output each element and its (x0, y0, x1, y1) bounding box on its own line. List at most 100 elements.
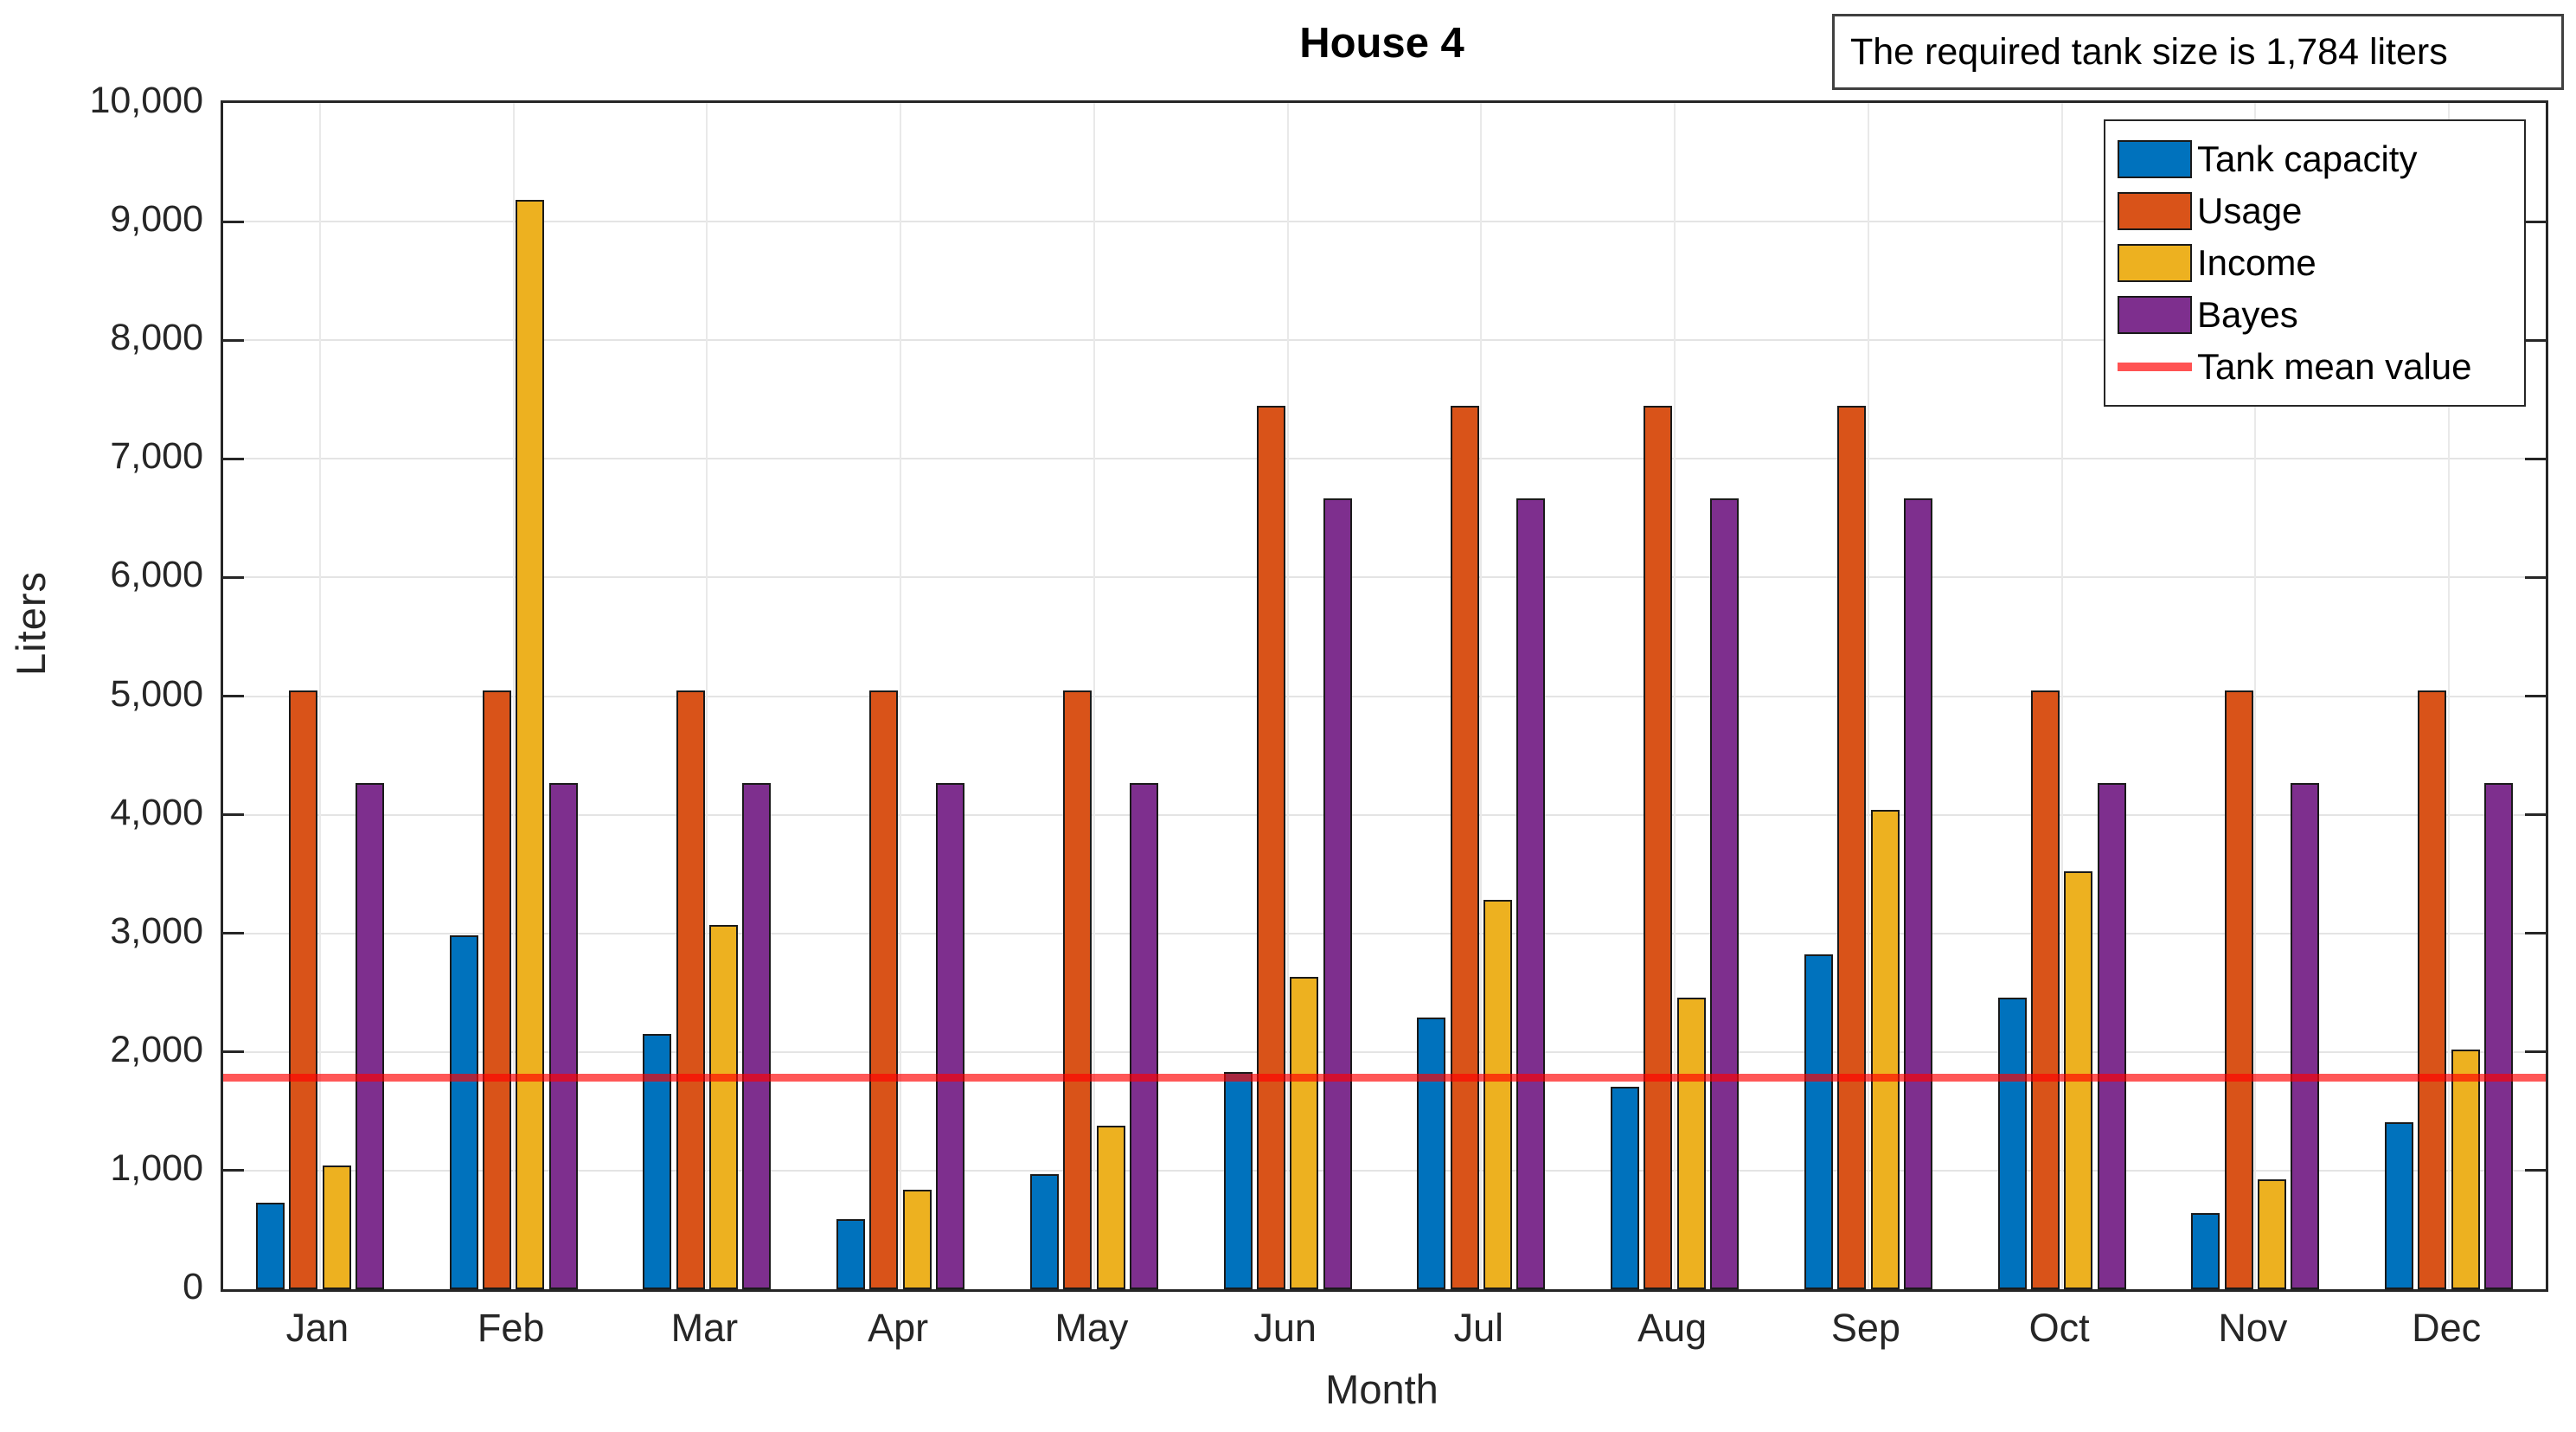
y-tick-label: 2,000 (110, 1028, 203, 1070)
bar-bayes (1516, 498, 1546, 1289)
vertical-gridline (318, 103, 321, 1289)
bar-bayes (2484, 782, 2514, 1289)
legend-item: Income (2118, 237, 2524, 289)
y-tick-mark-right (2525, 220, 2546, 223)
bar-tank-capacity (1029, 1174, 1059, 1289)
bar-income (2451, 1050, 2480, 1289)
bar-tank-capacity (1997, 997, 2027, 1289)
horizontal-gridline (223, 1169, 2546, 1172)
bar-income (1096, 1125, 1125, 1289)
bar-usage (482, 690, 511, 1289)
horizontal-gridline (223, 221, 2546, 223)
legend-item: Tank capacity (2118, 133, 2524, 185)
bar-bayes (1903, 498, 1932, 1289)
y-tick-mark-right (2525, 575, 2546, 579)
x-tick-label: Jan (285, 1306, 349, 1350)
y-tick-mark-left (223, 338, 244, 342)
bar-tank-capacity (1611, 1086, 1640, 1289)
annotation-box: The required tank size is 1,784 liters (1832, 14, 2564, 90)
legend-item: Usage (2118, 185, 2524, 237)
horizontal-gridline (223, 339, 2546, 342)
bar-bayes (1129, 782, 1158, 1289)
y-tick-mark-right (2525, 932, 2546, 935)
horizontal-gridline (223, 813, 2546, 816)
x-tick-label: Feb (477, 1306, 545, 1350)
bar-income (902, 1189, 932, 1289)
bar-bayes (742, 782, 772, 1289)
bar-bayes (1323, 498, 1352, 1289)
bar-tank-capacity (1223, 1072, 1253, 1289)
bar-usage (289, 690, 318, 1289)
x-tick-label: Mar (670, 1306, 739, 1350)
vertical-gridline (900, 103, 902, 1289)
bar-tank-capacity (1417, 1018, 1446, 1289)
legend-label: Bayes (2197, 294, 2298, 335)
y-tick-label: 6,000 (110, 554, 203, 596)
bar-tank-capacity (643, 1034, 672, 1289)
bar-usage (869, 690, 899, 1289)
bar-tank-capacity (2385, 1121, 2414, 1289)
bar-tank-capacity (2191, 1213, 2220, 1289)
x-tick-label: Dec (2412, 1306, 2482, 1350)
legend-label: Income (2197, 242, 2316, 283)
bar-income (1483, 900, 1513, 1289)
bar-income (322, 1166, 351, 1289)
bar-income (1290, 977, 1319, 1289)
bar-bayes (548, 782, 578, 1289)
vertical-gridline (706, 103, 708, 1289)
x-tick-label: May (1054, 1306, 1129, 1350)
bar-tank-capacity (255, 1202, 285, 1289)
bar-bayes (355, 782, 384, 1289)
x-tick-label: Sep (1830, 1306, 1900, 1350)
x-tick-label: Aug (1637, 1306, 1708, 1350)
bar-usage (1644, 405, 1673, 1289)
legend-item: Tank mean value (2118, 341, 2524, 393)
y-tick-label: 3,000 (110, 909, 203, 952)
bar-bayes (2291, 782, 2320, 1289)
legend-swatch-income (2118, 244, 2192, 282)
legend-item: Bayes (2118, 289, 2524, 341)
bar-usage (2030, 690, 2060, 1289)
bar-income (709, 925, 739, 1289)
x-tick-label: Jul (1453, 1306, 1504, 1350)
bar-tank-capacity (1804, 954, 1833, 1289)
y-tick-mark-left (223, 575, 244, 579)
bar-usage (1450, 405, 1479, 1289)
legend-swatch-usage (2118, 192, 2192, 230)
x-tick-label: Nov (2218, 1306, 2288, 1350)
y-tick-label: 8,000 (110, 317, 203, 359)
bar-income (516, 200, 545, 1289)
vertical-gridline (1093, 103, 1095, 1289)
legend-swatch-bayes (2118, 296, 2192, 334)
y-tick-label: 9,000 (110, 198, 203, 241)
bar-usage (1256, 405, 1285, 1289)
bar-tank-capacity (836, 1219, 866, 1289)
horizontal-gridline (223, 1050, 2546, 1053)
y-tick-label: 5,000 (110, 672, 203, 715)
y-tick-label: 10,000 (89, 80, 203, 121)
horizontal-gridline (223, 932, 2546, 934)
vertical-gridline (2448, 103, 2451, 1289)
horizontal-gridline (223, 576, 2546, 579)
legend-label: Tank capacity (2197, 138, 2418, 179)
legend-line-sample (2118, 363, 2192, 371)
legend-label: Tank mean value (2197, 346, 2472, 387)
horizontal-gridline (223, 695, 2546, 697)
x-tick-label: Oct (2028, 1306, 2090, 1350)
y-tick-label: 4,000 (110, 791, 203, 833)
x-axis-label: Month (1325, 1366, 1439, 1412)
x-tick-label: Jun (1253, 1306, 1317, 1350)
bar-income (2258, 1178, 2287, 1289)
y-tick-mark-left (223, 220, 244, 223)
y-tick-mark-left (223, 1050, 244, 1054)
vertical-gridline (512, 103, 515, 1289)
bar-usage (676, 690, 705, 1289)
tank-mean-line (223, 1073, 2546, 1082)
vertical-gridline (2060, 103, 2063, 1289)
bar-usage (1063, 690, 1093, 1289)
bar-tank-capacity (449, 935, 478, 1289)
annotation-text: The required tank size is 1,784 liters (1850, 30, 2448, 73)
y-tick-mark-right (2525, 695, 2546, 697)
bar-usage (2224, 690, 2253, 1289)
